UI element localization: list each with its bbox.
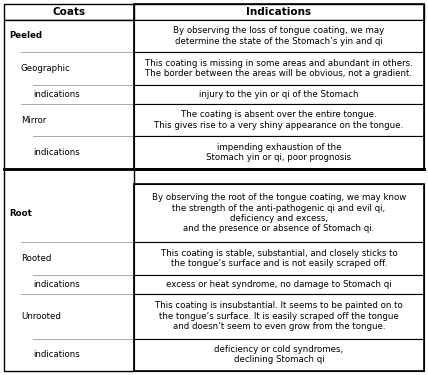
Text: Geographic: Geographic <box>21 64 71 73</box>
Bar <box>134 184 424 371</box>
Bar <box>134 52 424 85</box>
Text: deficiency or cold syndromes,
declining Stomach qi: deficiency or cold syndromes, declining … <box>214 345 344 364</box>
Text: indications: indications <box>33 148 80 157</box>
Bar <box>134 136 424 169</box>
Text: This coating is insubstantial. It seems to be painted on to
the tongue’s surface: This coating is insubstantial. It seems … <box>155 302 403 331</box>
Bar <box>134 20 424 52</box>
Text: The coating is absent over the entire tongue.
This gives rise to a very shiny ap: The coating is absent over the entire to… <box>155 110 404 130</box>
Bar <box>134 184 424 242</box>
Bar <box>134 339 424 371</box>
Bar <box>134 294 424 339</box>
Text: Root: Root <box>9 209 32 218</box>
Text: indications: indications <box>33 280 80 289</box>
Bar <box>4 20 134 169</box>
Text: injury to the yin or qi of the Stomach: injury to the yin or qi of the Stomach <box>199 90 359 99</box>
Bar <box>4 4 134 20</box>
Text: Mirror: Mirror <box>21 116 46 124</box>
Text: Peeled: Peeled <box>9 32 42 40</box>
Text: By observing the root of the tongue coating, we may know
the strength of the ant: By observing the root of the tongue coat… <box>152 193 406 234</box>
Text: indications: indications <box>33 90 80 99</box>
Text: Unrooted: Unrooted <box>21 312 61 321</box>
Bar <box>134 4 424 20</box>
Text: Rooted: Rooted <box>21 254 51 263</box>
Bar <box>4 169 134 371</box>
Bar <box>134 242 424 274</box>
Text: Indications: Indications <box>247 7 312 17</box>
Text: This coating is stable, substantial, and closely sticks to
the tongue’s surface : This coating is stable, substantial, and… <box>160 249 397 268</box>
Bar <box>134 85 424 104</box>
Text: excess or heat syndrome, no damage to Stomach qi: excess or heat syndrome, no damage to St… <box>166 280 392 289</box>
Text: indications: indications <box>33 350 80 359</box>
Text: Coats: Coats <box>53 7 86 17</box>
Bar <box>134 274 424 294</box>
Bar <box>134 104 424 136</box>
Bar <box>134 4 424 169</box>
Text: By observing the loss of tongue coating, we may
determine the state of the Stoma: By observing the loss of tongue coating,… <box>173 26 385 46</box>
Text: This coating is missing in some areas and abundant in others.
The border between: This coating is missing in some areas an… <box>145 58 413 78</box>
Text: impending exhaustion of the
Stomach yin or qi, poor prognosis: impending exhaustion of the Stomach yin … <box>206 143 351 162</box>
